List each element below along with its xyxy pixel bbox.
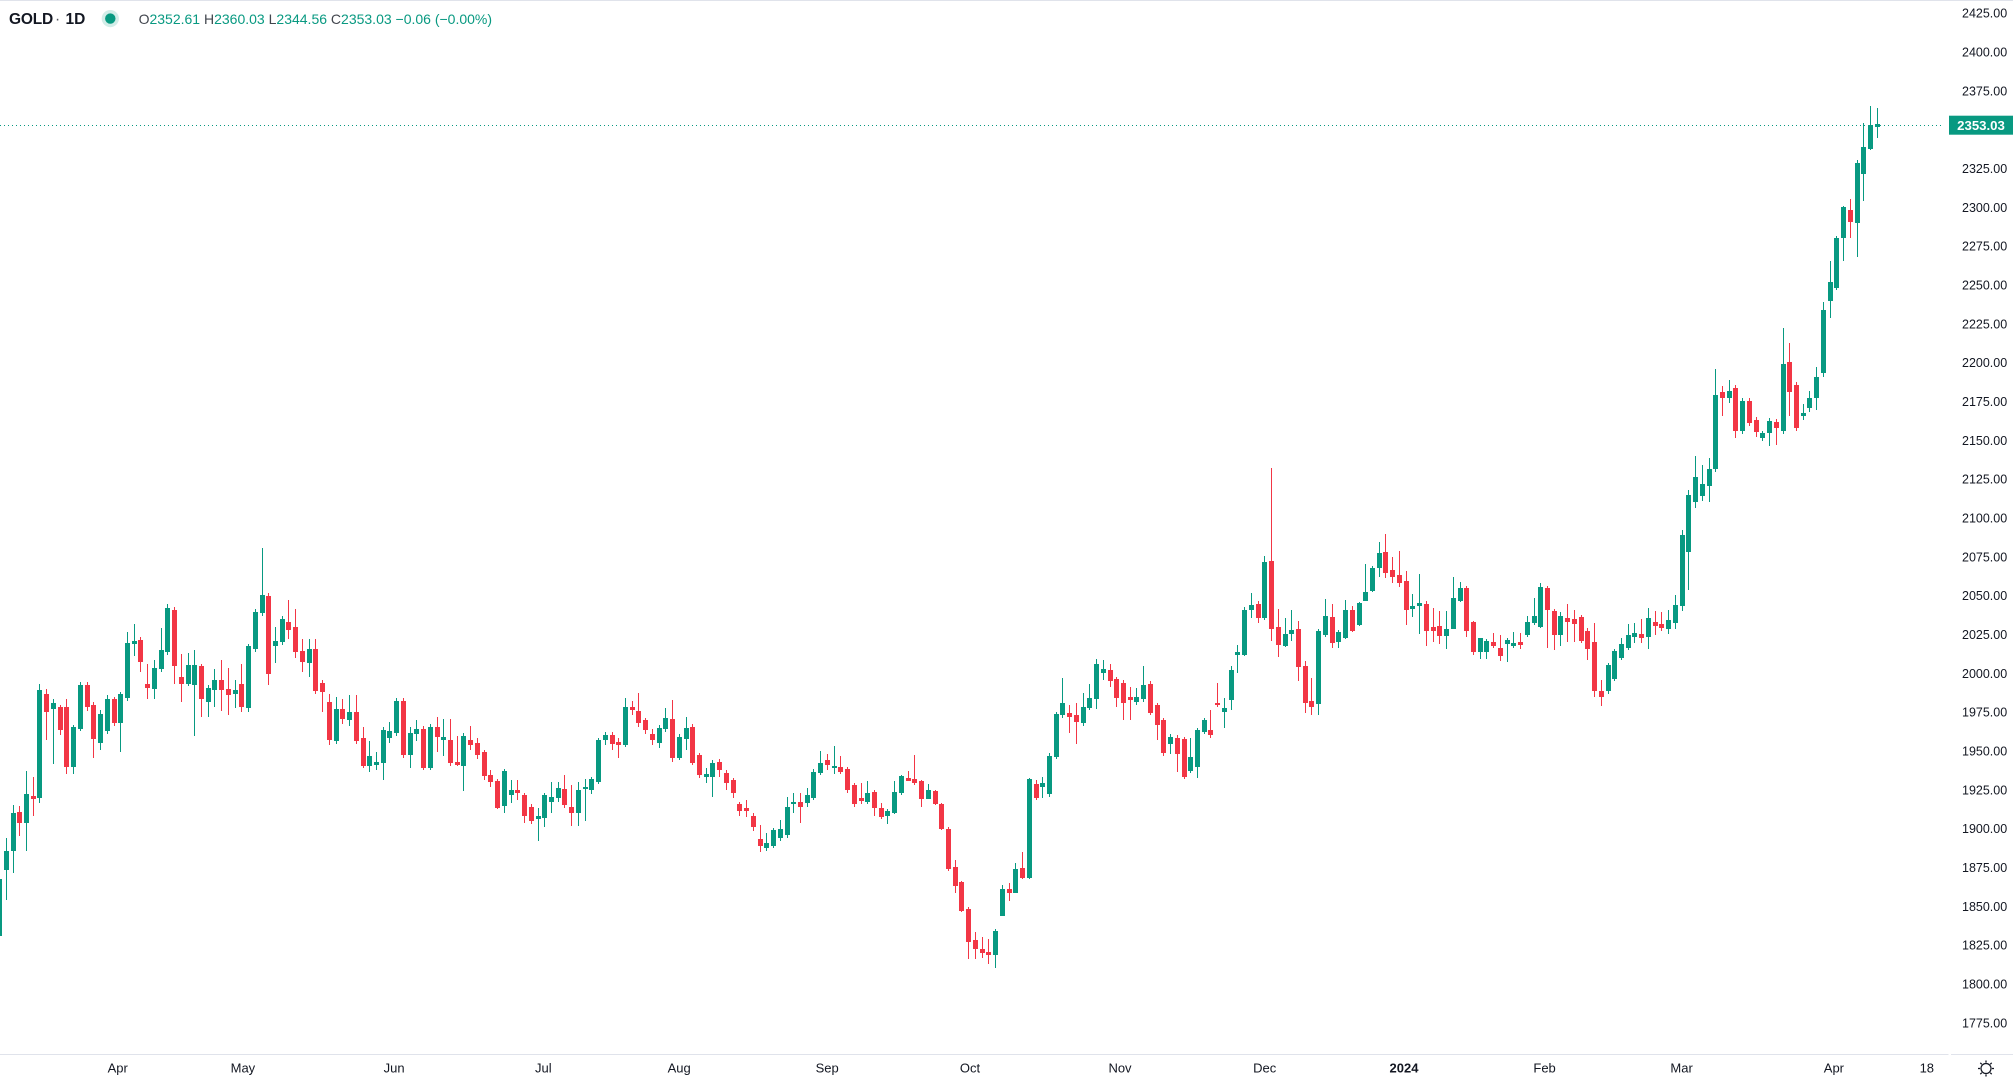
svg-text:2250.00: 2250.00 bbox=[1962, 279, 2007, 293]
svg-text:1850.00: 1850.00 bbox=[1962, 900, 2007, 914]
svg-text:Aug: Aug bbox=[668, 1061, 691, 1076]
svg-text:Jul: Jul bbox=[535, 1061, 552, 1076]
svg-text:1800.00: 1800.00 bbox=[1962, 978, 2007, 992]
svg-text:2150.00: 2150.00 bbox=[1962, 434, 2007, 448]
svg-text:Dec: Dec bbox=[1253, 1061, 1277, 1076]
svg-text:1875.00: 1875.00 bbox=[1962, 861, 2007, 875]
svg-text:1925.00: 1925.00 bbox=[1962, 783, 2007, 797]
svg-text:2050.00: 2050.00 bbox=[1962, 589, 2007, 603]
svg-text:·: · bbox=[55, 11, 60, 28]
svg-text:Jun: Jun bbox=[384, 1061, 405, 1076]
svg-text:2175.00: 2175.00 bbox=[1962, 395, 2007, 409]
svg-text:Oct: Oct bbox=[960, 1061, 981, 1076]
svg-text:2225.00: 2225.00 bbox=[1962, 317, 2007, 331]
svg-text:2125.00: 2125.00 bbox=[1962, 473, 2007, 487]
svg-text:1975.00: 1975.00 bbox=[1962, 706, 2007, 720]
svg-text:1900.00: 1900.00 bbox=[1962, 822, 2007, 836]
svg-text:Apr: Apr bbox=[1824, 1061, 1845, 1076]
svg-text:2024: 2024 bbox=[1390, 1061, 1420, 1076]
svg-text:2425.00: 2425.00 bbox=[1962, 7, 2007, 21]
svg-text:Sep: Sep bbox=[816, 1061, 839, 1076]
svg-text:1775.00: 1775.00 bbox=[1962, 1016, 2007, 1030]
svg-text:2025.00: 2025.00 bbox=[1962, 628, 2007, 642]
svg-text:Nov: Nov bbox=[1108, 1061, 1132, 1076]
svg-text:2200.00: 2200.00 bbox=[1962, 356, 2007, 370]
svg-text:2400.00: 2400.00 bbox=[1962, 46, 2007, 60]
svg-text:GOLD: GOLD bbox=[9, 11, 53, 28]
svg-text:1D: 1D bbox=[66, 11, 86, 28]
svg-text:2100.00: 2100.00 bbox=[1962, 512, 2007, 526]
svg-text:1825.00: 1825.00 bbox=[1962, 939, 2007, 953]
svg-text:May: May bbox=[231, 1061, 256, 1076]
svg-text:2300.00: 2300.00 bbox=[1962, 201, 2007, 215]
svg-text:2375.00: 2375.00 bbox=[1962, 84, 2007, 98]
svg-text:2325.00: 2325.00 bbox=[1962, 162, 2007, 176]
svg-text:Mar: Mar bbox=[1670, 1061, 1693, 1076]
svg-text:2275.00: 2275.00 bbox=[1962, 240, 2007, 254]
svg-text:1950.00: 1950.00 bbox=[1962, 745, 2007, 759]
svg-text:2075.00: 2075.00 bbox=[1962, 550, 2007, 564]
svg-text:Feb: Feb bbox=[1533, 1061, 1555, 1076]
svg-text:O2352.61 H2360.03 L2344.56 C23: O2352.61 H2360.03 L2344.56 C2353.03 −0.0… bbox=[139, 11, 492, 27]
svg-text:2000.00: 2000.00 bbox=[1962, 667, 2007, 681]
svg-text:Apr: Apr bbox=[108, 1061, 129, 1076]
svg-text:18: 18 bbox=[1920, 1061, 1934, 1076]
svg-text:2353.03: 2353.03 bbox=[1957, 118, 2005, 133]
